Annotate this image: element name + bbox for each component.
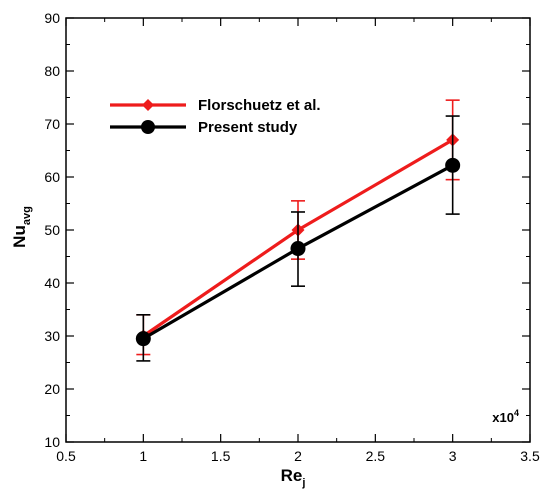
legend-label: Present study xyxy=(198,119,298,136)
x-axis-multiplier: x104 xyxy=(492,408,519,425)
legend-marker xyxy=(142,99,154,111)
x-tick-label: 1 xyxy=(139,448,147,464)
y-tick-label: 10 xyxy=(44,434,60,450)
x-tick-label: 3 xyxy=(449,448,457,464)
y-tick-label: 70 xyxy=(44,116,60,132)
legend-marker xyxy=(141,120,155,134)
x-tick-label: 1.5 xyxy=(211,448,231,464)
x-axis-multiplier-exp: 4 xyxy=(514,408,519,418)
legend-item: Present study xyxy=(110,119,298,136)
legend-item: Florschuetz et al. xyxy=(110,97,321,114)
data-point xyxy=(135,331,151,347)
x-axis-multiplier-base: x10 xyxy=(492,410,514,425)
legend: Florschuetz et al. Present study xyxy=(110,97,321,136)
y-axis-title-main: Nu xyxy=(10,225,29,248)
y-tick-label: 40 xyxy=(44,275,60,291)
y-tick-label: 50 xyxy=(44,222,60,238)
y-tick-label: 90 xyxy=(44,10,60,26)
y-tick-label: 60 xyxy=(44,169,60,185)
x-tick-label: 2.5 xyxy=(366,448,386,464)
y-axis-title-sub: avg xyxy=(21,206,33,225)
y-tick-label: 80 xyxy=(44,63,60,79)
y-axis-ticks: 10 20 30 40 50 60 70 80 90 xyxy=(44,10,530,450)
data-point xyxy=(290,241,306,257)
x-axis-title: Rej xyxy=(281,466,306,489)
x-tick-label: 2 xyxy=(294,448,302,464)
series-layer xyxy=(135,99,461,362)
y-tick-label: 20 xyxy=(44,381,60,397)
x-axis-title-main: Re xyxy=(281,466,303,485)
data-point xyxy=(445,157,461,173)
plot-frame xyxy=(65,17,531,443)
y-tick-label: 30 xyxy=(44,328,60,344)
series-present-study xyxy=(135,115,461,362)
x-axis-ticks: 0.5 1 1.5 2 2.5 3 3.5 xyxy=(56,18,540,464)
y-axis-title: Nuavg xyxy=(10,206,33,248)
x-tick-label: 3.5 xyxy=(520,448,540,464)
x-tick-label: 0.5 xyxy=(56,448,76,464)
legend-label: Florschuetz et al. xyxy=(198,97,321,114)
x-axis-title-sub: j xyxy=(301,477,305,489)
